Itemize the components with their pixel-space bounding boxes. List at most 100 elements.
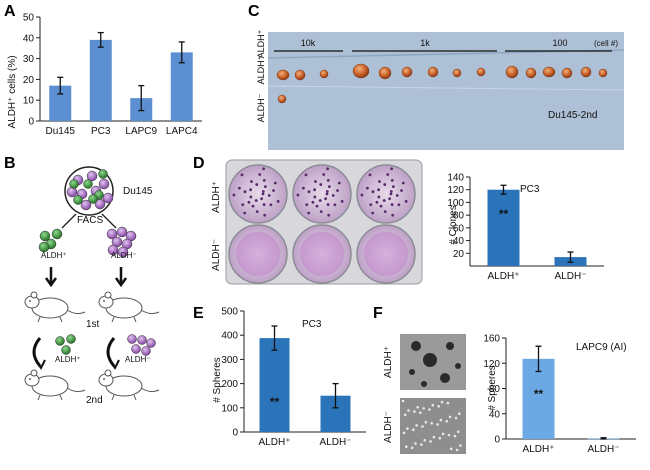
chart-e: 0 100 200 300 400 500 ALDH⁺ ** ALDH⁻ bbox=[221, 307, 366, 448]
sphere-photo-neg-content bbox=[401, 399, 462, 452]
colony-dot bbox=[397, 203, 401, 207]
row-label-aldh-neg: ALDH⁻ bbox=[256, 93, 266, 122]
cell-number-note: (cell #) bbox=[594, 39, 618, 48]
colony-dot bbox=[324, 197, 327, 201]
cell bbox=[73, 195, 83, 205]
panel-b: B Du145 FACS ALDH⁺ ALDH⁻ 1st ALDH⁺ ALDH⁻… bbox=[4, 155, 160, 406]
small-cell bbox=[448, 415, 452, 419]
colony-dot bbox=[389, 192, 393, 196]
category-label-1: ALDH⁻ bbox=[555, 271, 587, 282]
small-cell bbox=[405, 445, 408, 449]
colony-dot bbox=[395, 194, 399, 197]
small-cell bbox=[440, 400, 444, 404]
y-tick-label: 30 bbox=[23, 54, 35, 65]
colony-dot bbox=[389, 190, 393, 193]
aldh-neg-secondary-cluster bbox=[127, 334, 156, 356]
colony-dot bbox=[327, 213, 331, 217]
colony-dot bbox=[276, 199, 280, 203]
colony-dot bbox=[267, 194, 271, 197]
culture-well bbox=[228, 164, 288, 224]
mouse-icon bbox=[24, 291, 86, 323]
tumor bbox=[277, 94, 287, 104]
mouse-tail bbox=[140, 309, 160, 315]
panel-e: E # Spheres PC3 0 100 200 300 400 500 ALDH⁺ ** A… bbox=[193, 305, 366, 448]
mouse-legs bbox=[111, 316, 137, 323]
category-label-2: LAPC9 bbox=[125, 126, 157, 137]
colony-dot bbox=[263, 185, 267, 189]
y-tick-label: 140 bbox=[447, 173, 464, 184]
colony-dot bbox=[262, 179, 266, 182]
plate-row-label-pos: ALDH⁺ bbox=[211, 181, 222, 213]
small-cell bbox=[420, 443, 423, 446]
diffuse-stain bbox=[236, 232, 280, 276]
small-cell bbox=[407, 409, 410, 412]
colony-dot bbox=[250, 180, 253, 183]
mouse-legs bbox=[37, 316, 63, 323]
panel-b-label: B bbox=[4, 155, 16, 172]
cell bbox=[102, 192, 114, 204]
mouse-eye bbox=[29, 300, 31, 302]
colony-dot bbox=[325, 190, 329, 193]
colony-dot bbox=[360, 193, 364, 197]
colony-dot bbox=[307, 211, 311, 215]
colony-dot bbox=[369, 203, 373, 207]
colony-dot bbox=[322, 173, 326, 176]
cell-line-label: Du145 bbox=[123, 186, 153, 197]
small-cell bbox=[455, 448, 459, 452]
mouse-legs bbox=[37, 394, 63, 401]
small-cell bbox=[410, 446, 414, 450]
small-cell bbox=[412, 428, 415, 432]
colony-dot bbox=[272, 189, 275, 192]
significance-mark: ** bbox=[270, 395, 280, 409]
colony-dot bbox=[263, 213, 267, 217]
panel-f-ylabel: # Spheres bbox=[487, 365, 498, 411]
colony-dot bbox=[333, 203, 337, 207]
plate-wells bbox=[228, 164, 416, 284]
panel-e-label: E bbox=[193, 305, 204, 322]
cell bbox=[116, 226, 128, 238]
colony-dot bbox=[386, 173, 390, 176]
colony-dot bbox=[325, 192, 329, 196]
mouse-tail bbox=[140, 387, 160, 393]
y-tick-label: 10 bbox=[23, 96, 35, 107]
colony-dot bbox=[302, 186, 305, 190]
cell bbox=[51, 228, 63, 240]
tumor bbox=[427, 66, 439, 78]
small-cell bbox=[454, 416, 458, 420]
small-cell bbox=[423, 439, 427, 442]
colony-dot bbox=[391, 213, 395, 217]
small-cell bbox=[415, 424, 418, 427]
small-cell bbox=[439, 418, 443, 422]
culture-well bbox=[228, 224, 288, 284]
colony-dot bbox=[368, 173, 372, 177]
significance-mark: ** bbox=[534, 387, 544, 401]
small-cell bbox=[438, 436, 442, 440]
cell bbox=[66, 334, 76, 344]
category-label-0: Du145 bbox=[46, 126, 76, 137]
colony-dot bbox=[331, 194, 335, 197]
sphere-photo-pos-content bbox=[409, 341, 461, 387]
left-pop-label-2: ALDH⁺ bbox=[55, 355, 81, 364]
panel-d-title: PC3 bbox=[520, 184, 540, 195]
significance-mark: ** bbox=[499, 207, 509, 221]
sphere bbox=[409, 369, 415, 375]
facs-arrow-right bbox=[101, 213, 117, 229]
cell bbox=[38, 241, 50, 253]
colony-dot bbox=[249, 188, 252, 192]
small-cell bbox=[441, 432, 445, 436]
small-cell bbox=[458, 412, 461, 416]
bar-0 bbox=[522, 358, 555, 439]
aldh-pos-secondary-cluster bbox=[55, 334, 76, 355]
sphere bbox=[446, 342, 454, 350]
category-label-0: ALDH⁺ bbox=[259, 437, 291, 448]
colony-dot bbox=[311, 200, 315, 204]
y-tick-label: 80 bbox=[489, 384, 501, 395]
tumor bbox=[580, 66, 592, 78]
small-cell bbox=[406, 427, 409, 430]
y-tick-label: 120 bbox=[447, 185, 464, 196]
tumor bbox=[505, 65, 519, 79]
cell bbox=[127, 334, 137, 344]
colony-dot bbox=[319, 210, 323, 214]
